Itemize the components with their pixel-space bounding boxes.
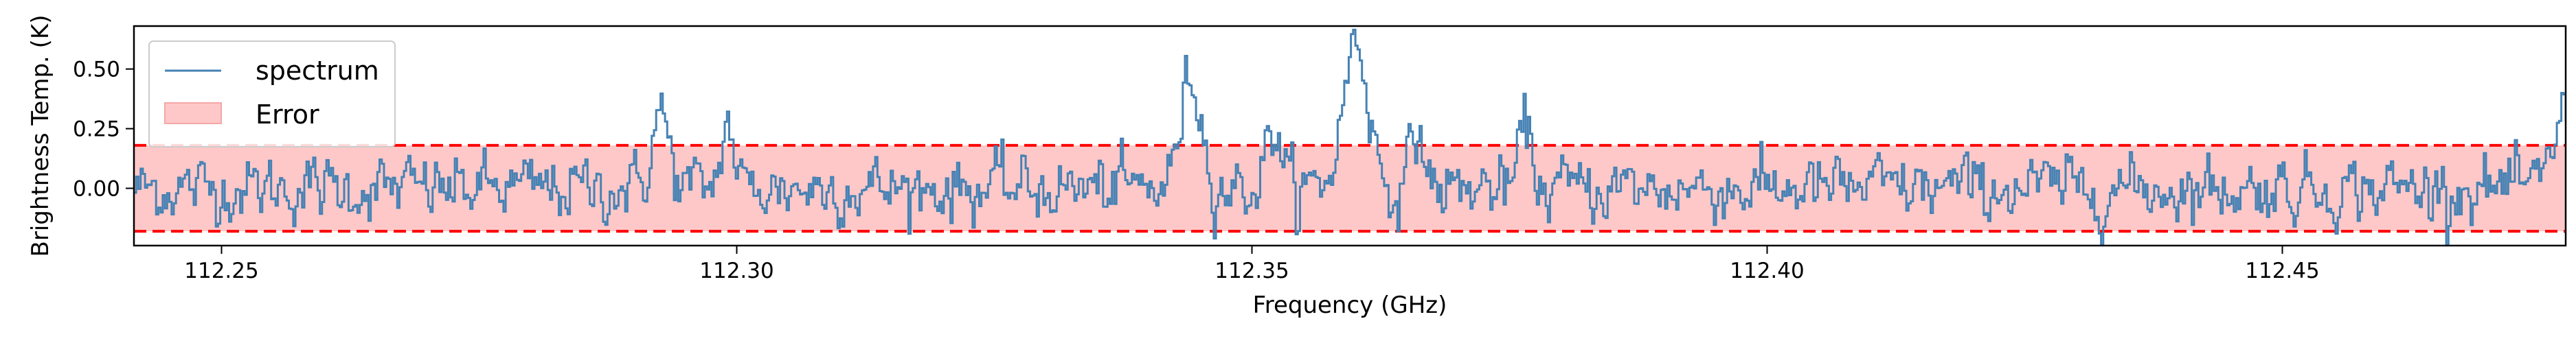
axes-frame [133, 25, 2567, 247]
legend-spectrum-label: spectrum [256, 56, 379, 86]
legend: spectrum Error [148, 40, 396, 147]
error-band [134, 145, 2566, 232]
y-axis-label: Brightness Temp. (K) [27, 15, 54, 257]
y-axis: 0.00 0.25 0.50 [73, 58, 134, 202]
series-layer [134, 28, 2566, 246]
error-band-layer [134, 143, 2566, 233]
x-axis-label: Frequency (GHz) [1253, 292, 1447, 319]
y-tick-label: 0.00 [73, 177, 120, 202]
x-tick-label: 112.30 [699, 259, 773, 283]
x-tick-label: 112.45 [2245, 259, 2319, 283]
x-tick-label: 112.25 [184, 259, 258, 283]
legend-error-swatch [164, 102, 222, 124]
y-tick-label: 0.25 [73, 117, 120, 142]
y-tick-label: 0.50 [73, 58, 120, 82]
x-tick-label: 112.40 [1730, 259, 1804, 283]
spectrum-line [134, 28, 2566, 246]
x-tick-label: 112.35 [1214, 259, 1289, 283]
plot-area [133, 25, 2567, 247]
x-axis: 112.25 112.30 112.35 112.40 112.45 [184, 246, 2320, 283]
legend-error-label: Error [256, 99, 319, 130]
